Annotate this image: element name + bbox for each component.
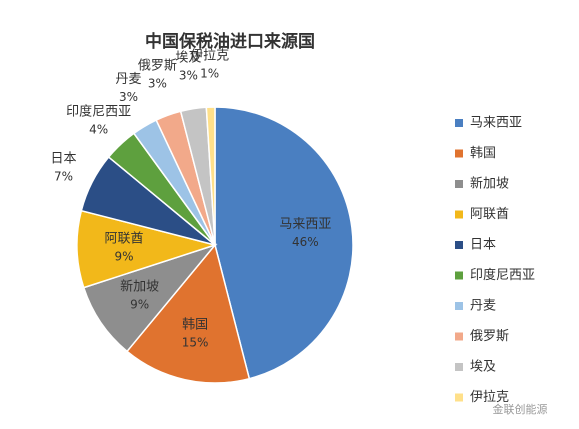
legend-swatch [455,180,463,188]
legend-label: 俄罗斯 [470,329,509,344]
data-label-name: 日本 [51,151,77,166]
data-label: 9% [130,298,149,312]
legend-label: 丹麦 [470,299,496,314]
legend-swatch [455,149,463,158]
legend-swatch [455,241,463,249]
data-label: 1% [200,67,219,81]
legend-swatch [455,363,463,371]
data-label-name: 丹麦 [115,72,141,87]
data-label: 3% [179,69,198,83]
legend-label: 日本 [470,238,496,253]
data-label: 15% [182,335,209,349]
data-label: 3% [148,77,167,91]
data-label: 9% [114,249,133,263]
legend-label: 阿联酋 [470,206,509,222]
pie-slice [125,243,251,384]
data-label: 46% [292,235,319,249]
legend-label: 韩国 [470,146,496,161]
legend-label: 埃及 [470,360,496,375]
data-label: 7% [54,169,73,183]
data-label-name: 埃及 [175,51,201,66]
data-label-name: 阿联酋 [104,230,143,246]
legend-swatch [455,302,463,310]
data-label: 3% [119,90,138,104]
data-label-name: 马来西亚 [279,217,331,232]
legend-label: 新加坡 [470,176,509,192]
legend-swatch [455,271,463,280]
data-label: 4% [89,123,108,137]
chart-title: 中国保税油进口来源国 [145,31,315,52]
data-label-name: 印度尼西亚 [66,104,131,120]
legend-swatch [455,332,463,341]
legend-label: 印度尼西亚 [470,267,535,283]
data-label-name: 韩国 [182,317,208,332]
pie-slice [205,106,216,246]
legend-label: 马来西亚 [470,116,522,131]
data-label-name: 伊拉克 [190,49,229,64]
data-label-name: 新加坡 [120,279,159,295]
legend-swatch [455,119,463,127]
legend-swatch [455,393,463,402]
legend-swatch [455,210,463,219]
pie-slice [214,106,354,380]
data-label-name: 俄罗斯 [138,59,177,74]
legend-label: 伊拉克 [470,390,509,405]
watermark: 金联创能源 [493,402,548,416]
